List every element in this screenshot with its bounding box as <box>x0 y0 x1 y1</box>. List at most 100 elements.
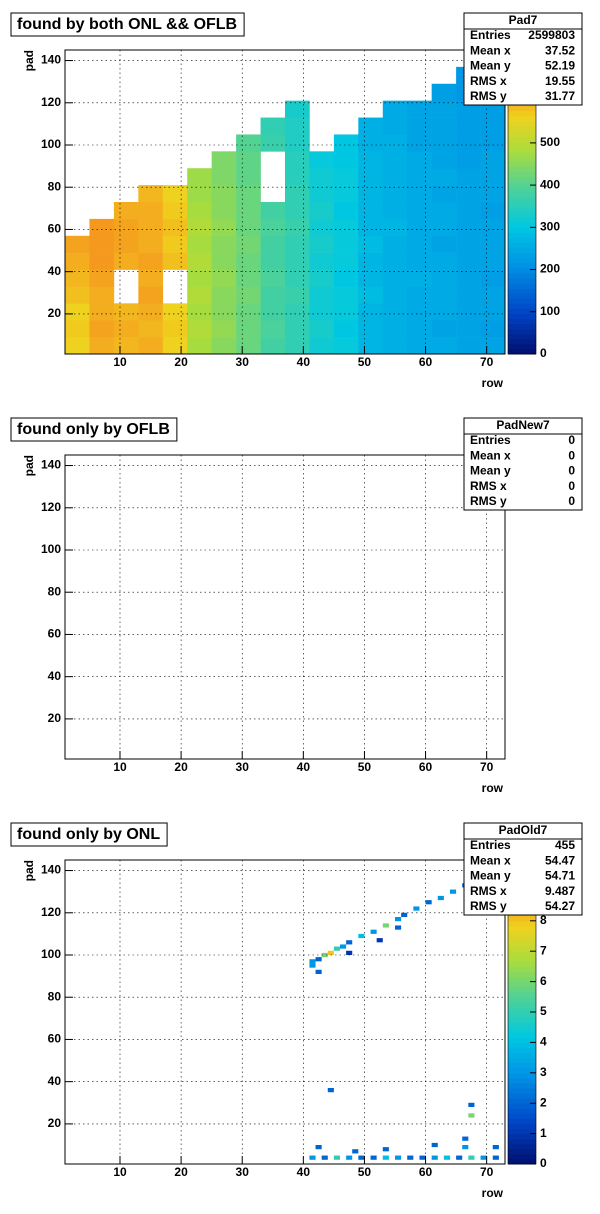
cell <box>236 168 261 186</box>
colorbar-strip <box>508 1103 536 1109</box>
colorbar-strip <box>508 207 536 213</box>
cell <box>285 168 310 186</box>
colorbar-strip <box>508 232 536 238</box>
colorbar-strip <box>508 946 536 952</box>
x-tick-label: 20 <box>174 760 188 774</box>
y-tick-label: 140 <box>41 458 61 472</box>
cell <box>358 151 384 169</box>
y-tick-label: 140 <box>41 53 61 67</box>
colorbar-strip <box>508 956 536 962</box>
colorbar-strip <box>508 1133 536 1140</box>
cell <box>382 218 408 237</box>
cell <box>382 151 408 169</box>
stats-label: Entries <box>470 838 511 852</box>
cell <box>358 286 384 304</box>
cell <box>65 320 90 338</box>
cell <box>333 286 359 304</box>
colorbar-label: 200 <box>540 262 560 276</box>
cell <box>187 202 212 220</box>
cell <box>309 959 316 964</box>
cell <box>285 269 310 287</box>
stats-label: Mean x <box>470 448 511 462</box>
colorbar-strip <box>508 966 536 972</box>
cell <box>468 1102 475 1107</box>
cell <box>113 303 139 321</box>
colorbar-strip <box>508 146 536 152</box>
cell <box>431 100 457 118</box>
stats-label: Mean x <box>470 43 511 57</box>
y-tick-label: 60 <box>48 1032 62 1046</box>
cell <box>162 218 188 237</box>
cell <box>211 269 237 287</box>
colorbar-strip <box>508 925 536 932</box>
cell <box>358 134 384 152</box>
x-tick-label: 60 <box>419 355 433 369</box>
cell <box>138 218 164 237</box>
plot-frame-bg <box>65 455 505 759</box>
cell <box>162 202 188 220</box>
x-axis-title: row <box>482 1186 504 1200</box>
cell <box>407 303 432 321</box>
cell <box>309 168 335 186</box>
cell <box>138 320 164 338</box>
cell <box>309 269 335 287</box>
cell <box>480 303 506 321</box>
cell <box>431 337 457 355</box>
cell <box>333 337 359 355</box>
colorbar-strip <box>508 293 536 299</box>
cell <box>89 218 115 237</box>
colorbar-strip <box>508 161 536 168</box>
colorbar-strip <box>508 141 536 147</box>
cell <box>211 320 237 338</box>
colorbar-label: 8 <box>540 913 547 927</box>
cell <box>358 168 384 186</box>
cell <box>352 1149 359 1154</box>
colorbar-strip <box>508 323 536 330</box>
y-tick-label: 80 <box>48 584 62 598</box>
cell <box>492 1145 499 1150</box>
cell <box>382 1147 389 1152</box>
cell <box>431 235 457 253</box>
stats-value: 37.52 <box>545 43 575 57</box>
colorbar-strip <box>508 1067 536 1074</box>
cell <box>285 286 310 304</box>
colorbar-label: 0 <box>540 1156 547 1170</box>
stats-title: PadNew7 <box>496 418 550 432</box>
cell <box>456 117 481 135</box>
colorbar-strip <box>508 126 536 132</box>
colorbar-strip <box>508 288 536 294</box>
cell <box>456 235 481 253</box>
stats-label: RMS x <box>470 74 507 88</box>
cell <box>382 117 408 135</box>
x-tick-label: 70 <box>480 1165 494 1179</box>
cell <box>211 286 237 304</box>
colorbar-strip <box>508 1098 536 1104</box>
title-box <box>10 12 245 37</box>
cell <box>309 185 335 203</box>
cell <box>431 83 457 101</box>
cell <box>456 168 481 186</box>
cell <box>309 218 335 237</box>
cell <box>346 940 353 945</box>
cell <box>138 286 164 304</box>
y-tick-label: 120 <box>41 500 61 514</box>
cell <box>456 218 481 237</box>
x-tick-label: 50 <box>358 760 372 774</box>
colorbar-strip <box>508 120 536 127</box>
cell <box>260 337 286 355</box>
cell <box>285 151 310 169</box>
y-tick-label: 120 <box>41 95 61 109</box>
cell <box>236 185 261 203</box>
cell <box>407 134 432 152</box>
cell <box>113 337 139 355</box>
colorbar-strip <box>508 1093 536 1099</box>
colorbar-strip <box>508 222 536 228</box>
cell <box>162 235 188 253</box>
stats-value: 455 <box>555 838 575 852</box>
cell <box>138 185 164 203</box>
plot-frame-bg <box>65 860 505 1164</box>
colorbar-strip <box>508 156 536 162</box>
cell <box>138 269 164 287</box>
